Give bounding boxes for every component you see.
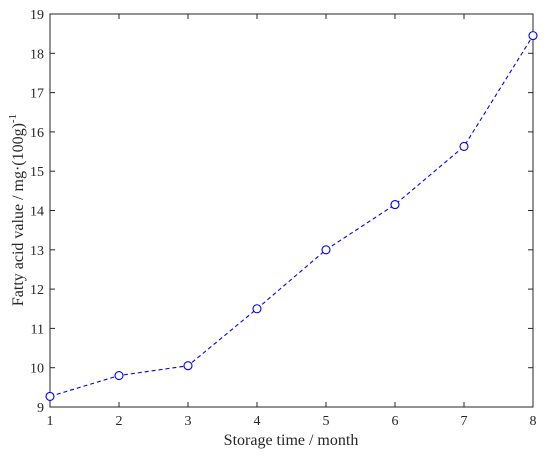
x-tick-label: 1 [47,414,54,429]
y-tick-label: 10 [30,362,44,377]
series-line [49,35,534,397]
x-tick-label: 5 [323,414,330,429]
x-tick-label: 6 [392,414,399,429]
y-axis-title-superscript: -1 [7,114,19,123]
y-axis: 9 10 11 12 13 14 15 16 17 18 19 [30,8,533,416]
data-point [183,361,193,371]
x-axis: 1 2 3 4 5 6 7 8 [47,14,537,429]
x-tick-label: 4 [254,414,261,429]
x-tick-label: 8 [530,414,537,429]
y-axis-title-main: Fatty acid value / mg·(100g) [10,123,27,306]
y-tick-label: 15 [30,165,44,180]
x-axis-title: Storage time / month [224,432,359,449]
x-tick-label: 7 [461,414,468,429]
y-tick-label: 18 [30,47,44,62]
y-axis-title: Fatty acid value / mg·(100g)-1 [7,114,27,306]
data-point [321,245,331,255]
data-point [528,31,538,41]
plot-area [49,13,534,408]
y-tick-label: 9 [37,401,44,416]
y-tick-label: 13 [30,244,44,259]
y-tick-label: 11 [31,322,44,337]
x-tick-label: 2 [116,414,123,429]
x-tick-label: 3 [185,414,192,429]
y-tick-label: 16 [30,126,44,141]
y-tick-label: 19 [30,8,44,23]
data-point [390,200,400,210]
series-layer [45,31,538,401]
y-tick-label: 12 [30,283,44,298]
data-point [459,141,469,151]
data-point [45,391,55,401]
y-tick-label: 17 [30,87,44,102]
data-point [252,304,262,314]
y-tick-label: 14 [30,205,44,220]
data-point [114,371,124,381]
